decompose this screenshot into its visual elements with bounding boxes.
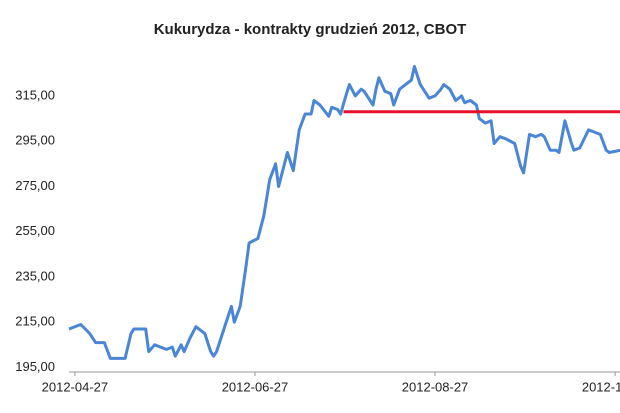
- y-tick-label: 275,00: [15, 178, 55, 193]
- x-tick-label: 2012-08-27: [402, 379, 469, 394]
- x-tick-label: 2012-06-27: [222, 379, 289, 394]
- y-tick-label: 195,00: [15, 359, 55, 374]
- y-tick-label: 215,00: [15, 314, 55, 329]
- chart-title: Kukurydza - kontrakty grudzień 2012, CBO…: [154, 21, 467, 38]
- y-tick-label: 295,00: [15, 133, 55, 148]
- y-tick-label: 235,00: [15, 268, 55, 283]
- y-tick-label: 315,00: [15, 87, 55, 102]
- x-tick-label: 2012-10-27: [582, 379, 620, 394]
- x-tick-label: 2012-04-27: [42, 379, 109, 394]
- price-line: [68, 65, 620, 360]
- y-tick-label: 255,00: [15, 223, 55, 238]
